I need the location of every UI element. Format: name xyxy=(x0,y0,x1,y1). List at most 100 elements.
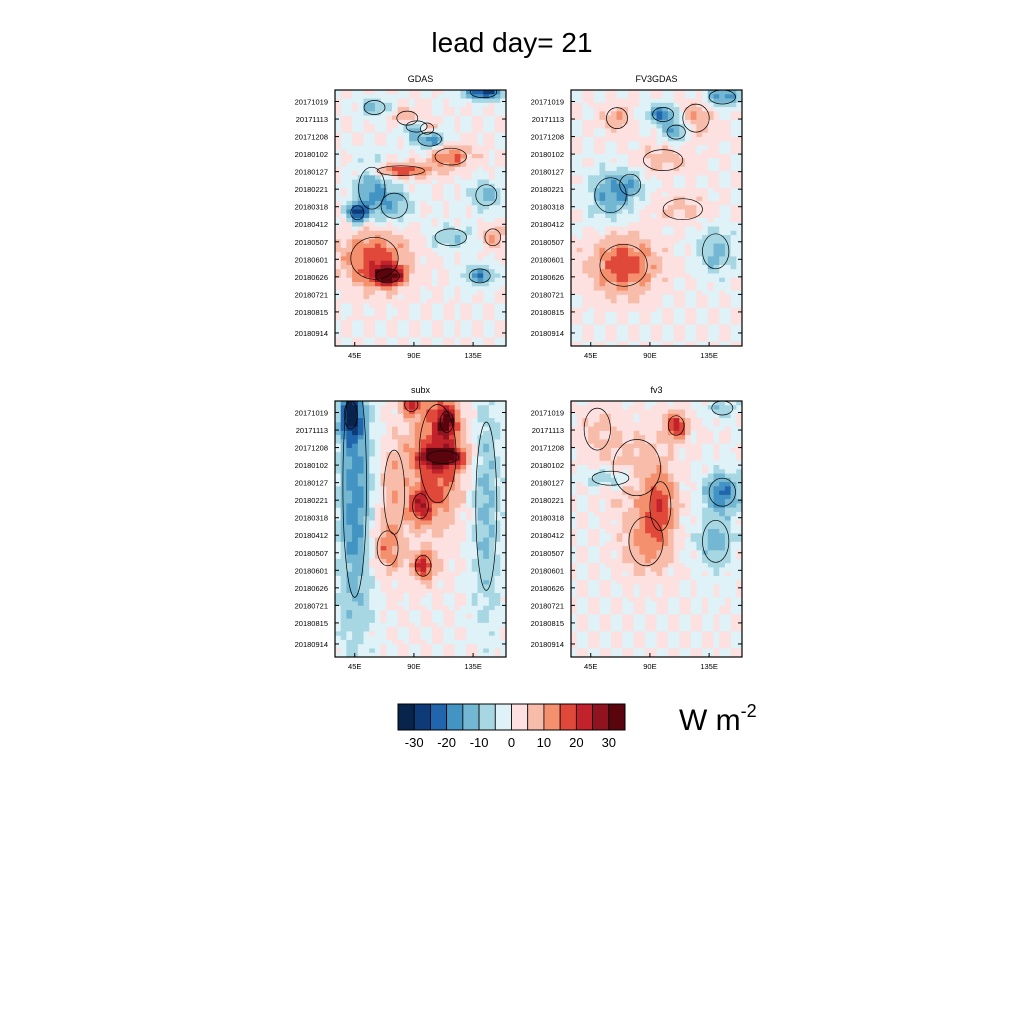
field-cell xyxy=(414,256,421,262)
field-cell xyxy=(645,179,652,185)
x-tick-label: 135E xyxy=(464,351,482,360)
field-cell xyxy=(656,299,663,304)
field-cell xyxy=(397,426,404,432)
field-cell xyxy=(500,401,506,406)
field-cell xyxy=(571,111,578,116)
field-cell xyxy=(730,303,737,308)
field-cell xyxy=(610,235,617,240)
field-cell xyxy=(488,166,495,172)
field-cell xyxy=(335,567,342,573)
field-cell xyxy=(588,209,595,215)
field-cell xyxy=(477,115,484,121)
field-cell xyxy=(471,256,478,262)
field-cell xyxy=(357,316,364,321)
field-cell xyxy=(426,503,433,509)
field-cell xyxy=(392,486,399,491)
field-cell xyxy=(639,222,646,227)
field-cell xyxy=(690,273,697,279)
field-cell xyxy=(571,252,578,257)
field-cell xyxy=(357,401,364,406)
field-cell xyxy=(409,541,416,547)
field-cell xyxy=(494,409,501,415)
field-cell xyxy=(576,128,583,134)
field-cell xyxy=(488,426,495,432)
field-cell xyxy=(363,226,370,232)
field-cell xyxy=(380,324,387,330)
field-cell xyxy=(593,111,600,116)
field-cell xyxy=(494,328,501,334)
field-cell xyxy=(650,145,657,151)
field-cell xyxy=(380,550,387,555)
field-cell xyxy=(431,541,438,547)
field-cell xyxy=(335,115,342,121)
field-cell xyxy=(414,226,421,232)
field-cell xyxy=(426,507,433,513)
y-tick-label: 20180721 xyxy=(531,290,564,299)
field-cell xyxy=(494,550,501,555)
field-cell xyxy=(610,320,617,326)
field-cell xyxy=(420,567,427,573)
field-cell xyxy=(736,209,742,215)
field-cell xyxy=(454,435,461,440)
field-cell xyxy=(431,269,438,274)
field-cell xyxy=(449,196,456,202)
field-cell xyxy=(431,554,438,560)
field-cell xyxy=(616,98,623,104)
field-cell xyxy=(437,443,444,449)
field-cell xyxy=(656,124,663,129)
field-cell xyxy=(363,282,370,287)
field-cell xyxy=(477,426,484,432)
field-cell xyxy=(466,196,473,202)
field-cell xyxy=(622,200,629,206)
field-cell xyxy=(340,158,347,163)
field-cell xyxy=(713,90,720,95)
field-cell xyxy=(414,175,421,180)
field-cell xyxy=(460,183,467,189)
field-cell xyxy=(431,490,438,496)
field-cell xyxy=(639,192,646,198)
field-cell xyxy=(488,290,495,296)
field-cell xyxy=(605,205,612,210)
field-cell xyxy=(483,558,490,564)
field-cell xyxy=(466,98,473,104)
field-cell xyxy=(471,239,478,244)
field-cell xyxy=(340,128,347,134)
field-cell xyxy=(380,183,387,189)
field-cell xyxy=(346,524,353,530)
field-cell xyxy=(622,158,629,163)
field-cell xyxy=(656,264,663,270)
field-cell xyxy=(460,401,467,406)
field-cell xyxy=(571,341,578,346)
field-cell xyxy=(582,115,589,121)
field-cell xyxy=(576,226,583,232)
field-cell xyxy=(380,235,387,240)
field-cell xyxy=(662,273,669,279)
field-cell xyxy=(414,162,421,168)
field-cell xyxy=(690,162,697,168)
field-cell xyxy=(730,337,737,343)
field-cell xyxy=(386,94,393,99)
field-cell xyxy=(397,541,404,547)
field-cell xyxy=(571,324,578,330)
field-cell xyxy=(483,456,490,462)
field-cell xyxy=(707,149,714,155)
field-cell xyxy=(431,162,438,168)
field-cell xyxy=(593,243,600,249)
field-cell xyxy=(340,98,347,104)
field-cell xyxy=(730,124,737,129)
field-cell xyxy=(588,124,595,129)
field-cell xyxy=(363,111,370,116)
field-cell xyxy=(696,277,703,283)
field-cell xyxy=(443,311,450,317)
field-cell xyxy=(610,273,617,279)
field-cell xyxy=(622,299,629,304)
field-cell xyxy=(392,324,399,330)
field-cell xyxy=(713,111,720,116)
field-cell xyxy=(374,435,381,440)
field-cell xyxy=(426,316,433,321)
field-cell xyxy=(471,213,478,219)
field-cell xyxy=(352,511,359,517)
field-cell xyxy=(340,401,347,406)
field-cell xyxy=(719,115,726,121)
field-cell xyxy=(443,218,450,223)
